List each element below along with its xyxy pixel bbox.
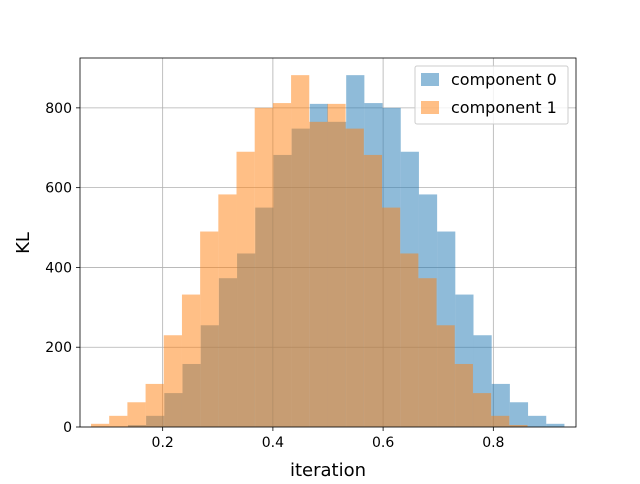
y-tick-label-3: 600 bbox=[45, 181, 72, 197]
bar-series-1-bin-12 bbox=[309, 121, 328, 427]
bar-series-1-bin-19 bbox=[436, 325, 455, 427]
x-tick-label-2: 0.6 bbox=[372, 435, 394, 451]
bar-series-1-bin-6 bbox=[200, 231, 219, 427]
plot-frame bbox=[79, 57, 577, 428]
x-axis-label: iteration bbox=[290, 460, 366, 480]
bar-series-1-bin-13 bbox=[327, 103, 346, 428]
x-tick-label-3: 0.8 bbox=[482, 435, 504, 451]
bar-series-1-bin-7 bbox=[218, 194, 237, 427]
x-tick-label-1: 0.4 bbox=[262, 435, 284, 451]
bar-series-0-bin-22 bbox=[528, 415, 547, 427]
bar-series-1-bin-14 bbox=[345, 128, 364, 427]
bar-series-1-bin-2 bbox=[127, 402, 146, 427]
bar-series-0-bin-21 bbox=[509, 402, 529, 427]
ticks-layer: 0.2 0.4 0.6 0.8 0 200 400 600 800 bbox=[45, 101, 504, 451]
y-tick-label-2: 400 bbox=[45, 260, 72, 276]
legend-label-component-1: component 1 bbox=[451, 98, 557, 117]
bar-series-1-bin-15 bbox=[363, 154, 383, 427]
bar-series-1-bin-16 bbox=[382, 207, 401, 427]
legend-frame bbox=[414, 65, 569, 125]
bar-series-1-bin-22 bbox=[491, 415, 510, 427]
bar-series-1-bin-20 bbox=[454, 363, 473, 427]
bar-series-1-bin-1 bbox=[109, 415, 128, 427]
y-tick-label-1: 200 bbox=[45, 340, 72, 356]
bar-series-1-bin-9 bbox=[254, 107, 273, 427]
bar-series-0-bin-23 bbox=[546, 423, 565, 427]
bar-series-1-bin-23 bbox=[509, 425, 528, 427]
bar-series-1-bin-0 bbox=[91, 423, 110, 427]
y-tick-label-0: 0 bbox=[63, 420, 72, 436]
x-tick-label-0: 0.2 bbox=[152, 435, 174, 451]
legend-swatch-component-0 bbox=[421, 73, 439, 86]
bar-series-1-bin-5 bbox=[181, 294, 201, 427]
legend-swatch-component-1 bbox=[421, 101, 439, 114]
bars-layer bbox=[91, 75, 565, 428]
bar-series-1-bin-8 bbox=[236, 151, 255, 427]
bar-series-1-bin-4 bbox=[163, 335, 182, 427]
bar-series-1-bin-10 bbox=[272, 103, 292, 428]
legend: component 0 component 1 bbox=[414, 65, 569, 125]
bar-series-1-bin-11 bbox=[291, 75, 310, 428]
y-tick-label-4: 800 bbox=[45, 101, 72, 117]
y-axis-label: KL bbox=[13, 232, 34, 254]
legend-label-component-0: component 0 bbox=[451, 70, 557, 89]
bar-series-1-bin-21 bbox=[472, 393, 492, 427]
bar-series-1-bin-18 bbox=[418, 278, 437, 427]
bar-series-1-bin-3 bbox=[145, 383, 164, 427]
bar-series-1-bin-17 bbox=[400, 253, 419, 427]
